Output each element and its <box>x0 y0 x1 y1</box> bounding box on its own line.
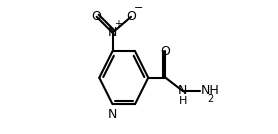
Text: N: N <box>108 26 117 39</box>
Text: +: + <box>115 19 123 29</box>
Text: N: N <box>178 84 187 97</box>
Text: O: O <box>161 45 170 58</box>
Text: −: − <box>133 3 143 14</box>
Text: 2: 2 <box>207 94 214 104</box>
Text: NH: NH <box>201 84 220 97</box>
Text: O: O <box>92 10 101 23</box>
Text: N: N <box>108 108 117 121</box>
Text: O: O <box>126 10 136 23</box>
Text: H: H <box>178 96 187 106</box>
